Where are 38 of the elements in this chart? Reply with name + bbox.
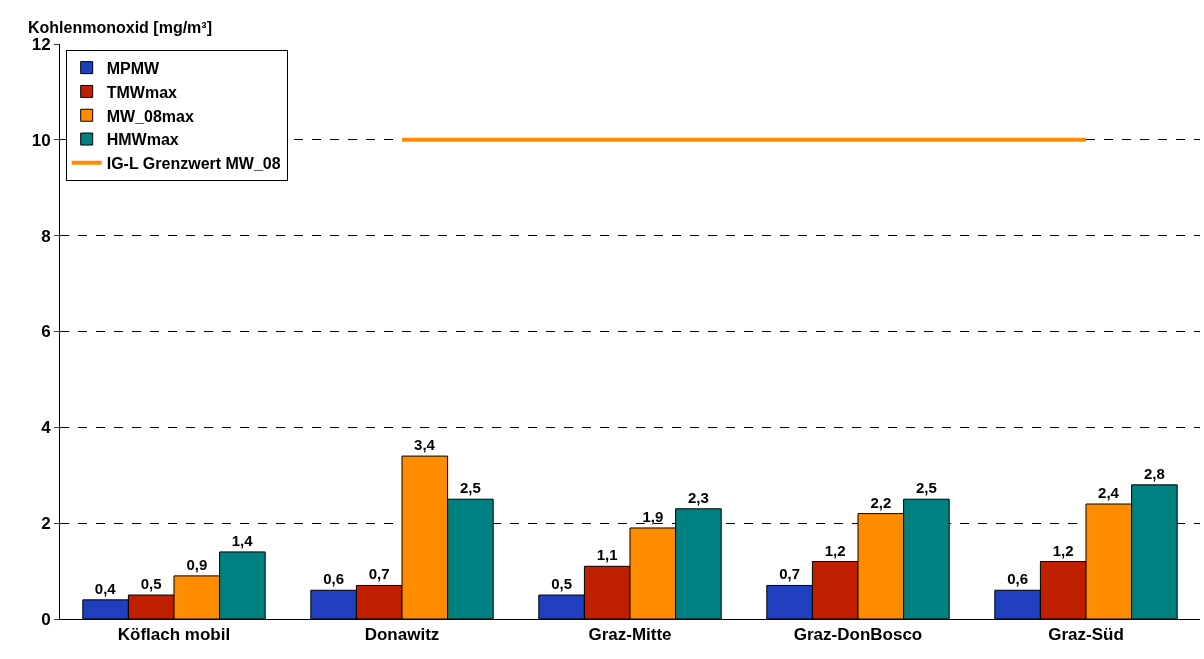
y-axis-title: Kohlenmonoxid [mg/m³] bbox=[28, 19, 212, 36]
legend-label: IG-L Grenzwert MW_08 bbox=[106, 155, 281, 173]
data-label: 0,5 bbox=[551, 575, 573, 593]
data-label: 2,5 bbox=[459, 479, 481, 497]
y-tick-label: 4 bbox=[41, 418, 52, 438]
legend-label: TMWmax bbox=[106, 83, 178, 101]
x-tick-label: Donawitz bbox=[364, 625, 440, 645]
data-label: 2,2 bbox=[870, 493, 892, 511]
data-label: 0,4 bbox=[94, 579, 117, 597]
y-tick-label: 10 bbox=[31, 130, 51, 150]
data-label: 1,2 bbox=[824, 541, 846, 559]
legend-label: MW_08max bbox=[106, 107, 194, 125]
y-tick-label: 12 bbox=[31, 34, 51, 54]
y-tick-label: 6 bbox=[41, 322, 51, 342]
data-label: 0,6 bbox=[1007, 570, 1029, 588]
data-label: 2,3 bbox=[687, 488, 709, 506]
data-label: 2,4 bbox=[1098, 484, 1120, 501]
y-tick-label: 8 bbox=[41, 226, 51, 246]
data-label: 1,9 bbox=[642, 507, 664, 525]
data-label: 1,2 bbox=[1052, 541, 1074, 559]
data-label: 0,7 bbox=[779, 565, 801, 583]
data-label: 1,1 bbox=[596, 546, 618, 564]
data-label: 0,9 bbox=[186, 555, 208, 573]
x-tick-label: Köflach mobil bbox=[117, 625, 231, 645]
data-label: 0,5 bbox=[140, 575, 162, 593]
data-label: 2,5 bbox=[915, 479, 937, 497]
x-tick-label: Graz-DonBosco bbox=[793, 625, 923, 645]
x-tick-label: Graz-Süd bbox=[1048, 625, 1124, 645]
data-label: 3,4 bbox=[414, 436, 436, 454]
legend-label: MPMW bbox=[106, 59, 161, 77]
data-label: 2,8 bbox=[1143, 464, 1165, 482]
data-label: 1,4 bbox=[231, 531, 254, 549]
data-label: 0,6 bbox=[323, 570, 345, 588]
y-tick-label: 0 bbox=[41, 609, 51, 629]
legend-label: HMWmax bbox=[106, 131, 179, 149]
y-tick-label: 2 bbox=[41, 514, 51, 534]
data-label: 0,7 bbox=[368, 565, 390, 583]
x-tick-label: Graz-Mitte bbox=[588, 625, 672, 645]
